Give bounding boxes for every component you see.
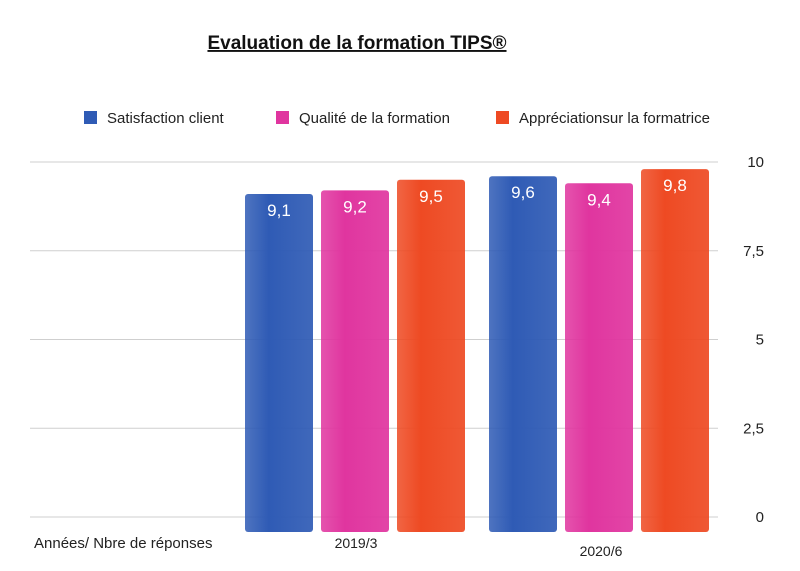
labels: 9,1 9,2 9,5 2019/3 9,6 9,4 9,8 2020/6 <box>267 176 687 559</box>
bar <box>565 183 633 533</box>
bar <box>489 176 557 532</box>
y-tick-label: 7,5 <box>743 243 764 260</box>
bar <box>321 190 389 532</box>
bar-value-label: 9,6 <box>511 183 535 202</box>
legend-label: Qualité de la formation <box>299 110 450 127</box>
bar-value-label: 9,4 <box>587 190 611 209</box>
y-tick-label: 5 <box>756 332 764 349</box>
y-tick-label: 0 <box>756 509 764 526</box>
x-axis-label: Années/ Nbre de réponses <box>34 535 212 552</box>
bar <box>245 193 313 532</box>
legend-label: Satisfaction client <box>107 110 225 127</box>
bar-value-label: 9,1 <box>267 201 291 220</box>
legend-label: Appréciationsur la formatrice <box>519 110 710 127</box>
bars <box>245 169 709 533</box>
bar <box>641 169 709 532</box>
y-tick-label: 10 <box>747 154 764 171</box>
legend-swatch <box>496 111 509 124</box>
bar-value-label: 9,2 <box>343 197 367 216</box>
y-tick-label: 2,5 <box>743 420 764 437</box>
bar-value-label: 9,8 <box>663 176 687 195</box>
legend-swatch <box>84 111 97 124</box>
legend: Satisfaction client Qualité de la formati… <box>84 110 710 127</box>
chart-title: Evaluation de la formation TIPS® <box>207 33 506 54</box>
bar <box>397 179 465 532</box>
category-label: 2020/6 <box>580 543 623 559</box>
legend-swatch <box>276 111 289 124</box>
bar-value-label: 9,5 <box>419 187 443 206</box>
category-label: 2019/3 <box>335 535 378 551</box>
